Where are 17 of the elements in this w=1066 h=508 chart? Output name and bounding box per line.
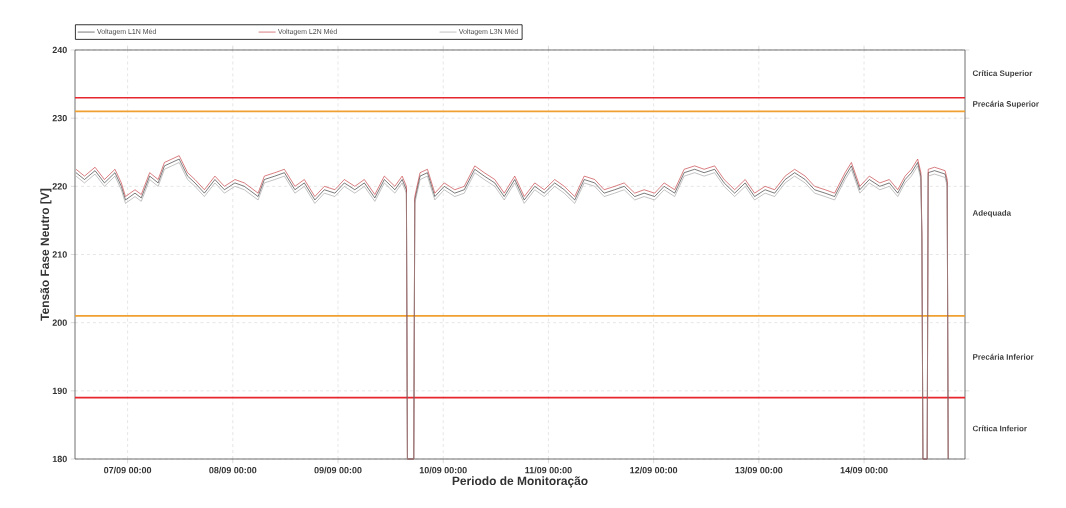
y-tick-label: 240 <box>52 46 67 54</box>
y-tick-label: 180 <box>52 455 67 463</box>
x-tick-label: 14/09 00:00 <box>840 466 888 474</box>
x-tick-label: 07/09 00:00 <box>104 466 152 474</box>
y-tick-label: 230 <box>52 114 67 122</box>
x-tick-label: 11/09 00:00 <box>525 466 572 474</box>
x-tick-label: 10/09 00:00 <box>419 466 467 474</box>
y-tick-label: 200 <box>52 319 67 326</box>
y-tick-label: 210 <box>52 251 67 258</box>
x-tick-label: 13/09 00:00 <box>735 466 783 474</box>
y-axis-title: Tensão Fase Neutro [V] <box>40 188 52 321</box>
x-tick-label: 12/09 00:00 <box>630 466 678 474</box>
x-tick-label: 08/09 00:00 <box>209 466 257 474</box>
y-tick-label: 220 <box>52 183 67 190</box>
x-axis-title: Periodo de Monitoração <box>452 476 588 488</box>
y-tick-label: 190 <box>52 387 67 395</box>
x-tick-label: 09/09 00:00 <box>314 466 362 474</box>
